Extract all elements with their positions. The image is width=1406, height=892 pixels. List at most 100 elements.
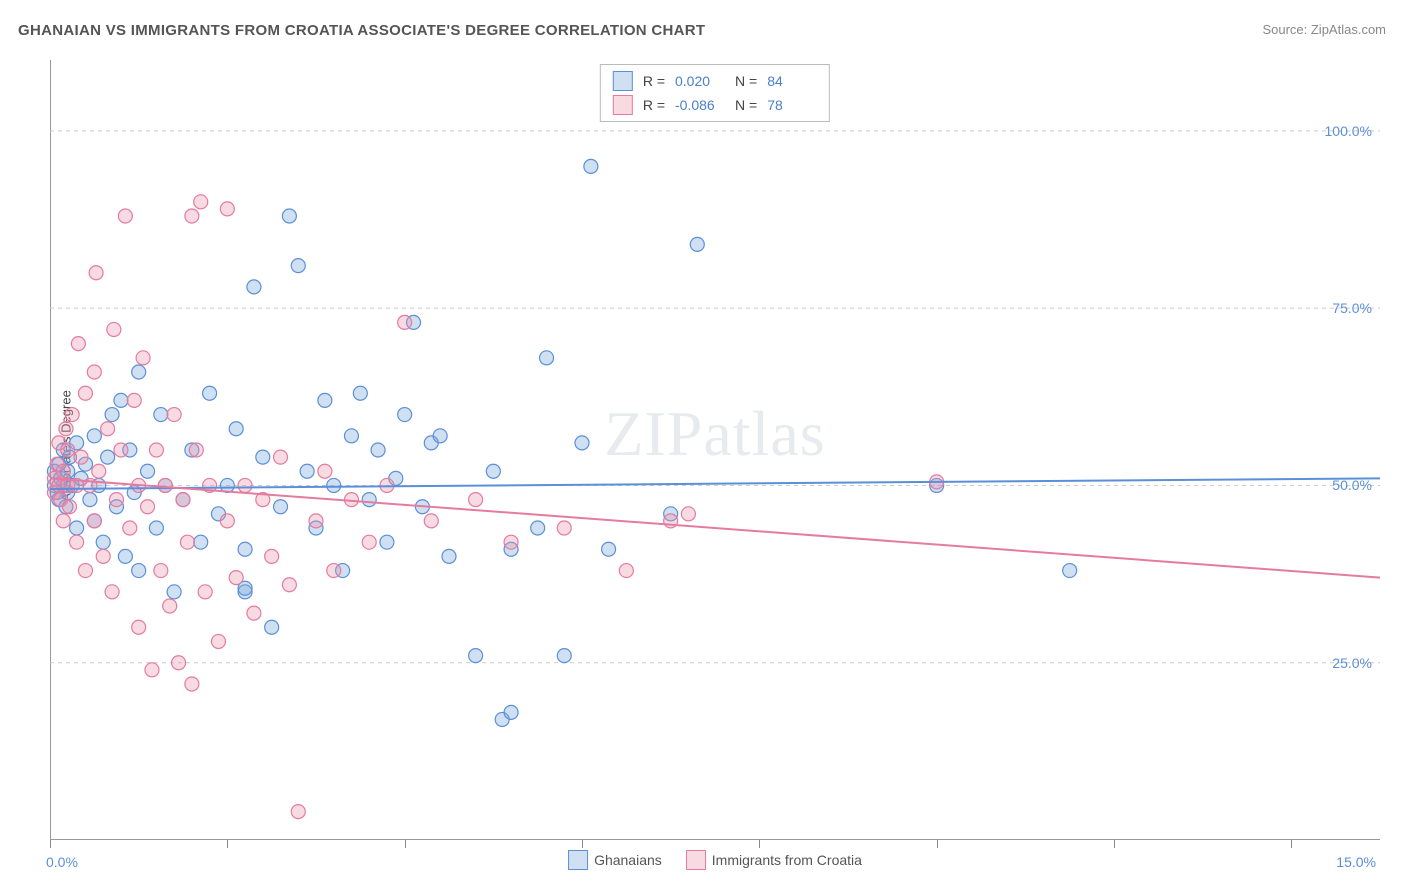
scatter-point xyxy=(132,564,146,578)
scatter-point xyxy=(238,542,252,556)
scatter-point xyxy=(145,663,159,677)
scatter-point xyxy=(154,408,168,422)
scatter-point xyxy=(167,585,181,599)
scatter-point xyxy=(185,209,199,223)
scatter-point xyxy=(265,549,279,563)
scatter-point xyxy=(96,535,110,549)
scatter-point xyxy=(531,521,545,535)
x-tick xyxy=(1114,840,1115,848)
trend-line xyxy=(50,478,1380,577)
legend-item: Ghanaians xyxy=(568,850,662,870)
scatter-point xyxy=(132,620,146,634)
scatter-point xyxy=(1063,564,1077,578)
scatter-point xyxy=(344,429,358,443)
scatter-point xyxy=(203,386,217,400)
scatter-point xyxy=(74,450,88,464)
scatter-point xyxy=(78,564,92,578)
scatter-point xyxy=(114,443,128,457)
scatter-point xyxy=(61,443,75,457)
x-axis-max-label: 15.0% xyxy=(1336,854,1376,870)
scatter-point xyxy=(167,408,181,422)
scatter-point xyxy=(189,443,203,457)
x-tick xyxy=(937,840,938,848)
scatter-point xyxy=(318,393,332,407)
x-tick xyxy=(582,840,583,848)
scatter-point xyxy=(540,351,554,365)
scatter-point xyxy=(78,386,92,400)
scatter-point xyxy=(291,805,305,819)
series-legend: Ghanaians Immigrants from Croatia xyxy=(568,850,862,870)
scatter-point xyxy=(282,578,296,592)
scatter-point xyxy=(327,478,341,492)
scatter-point xyxy=(65,408,79,422)
y-tick-label: 50.0% xyxy=(1332,477,1372,493)
scatter-point xyxy=(185,677,199,691)
scatter-point xyxy=(163,599,177,613)
scatter-point xyxy=(238,478,252,492)
scatter-point xyxy=(362,493,376,507)
scatter-svg xyxy=(50,60,1380,840)
scatter-point xyxy=(71,337,85,351)
scatter-point xyxy=(158,478,172,492)
scatter-point xyxy=(56,514,70,528)
source-attribution: Source: ZipAtlas.com xyxy=(1262,22,1386,37)
scatter-point xyxy=(584,159,598,173)
scatter-point xyxy=(149,443,163,457)
scatter-point xyxy=(380,535,394,549)
scatter-point xyxy=(127,393,141,407)
y-tick-label: 25.0% xyxy=(1332,655,1372,671)
scatter-point xyxy=(690,237,704,251)
x-tick xyxy=(50,840,51,848)
scatter-point xyxy=(132,365,146,379)
scatter-point xyxy=(141,500,155,514)
scatter-point xyxy=(353,386,367,400)
scatter-point xyxy=(118,209,132,223)
scatter-point xyxy=(220,202,234,216)
legend-swatch-pink xyxy=(686,850,706,870)
scatter-point xyxy=(318,464,332,478)
scatter-point xyxy=(362,535,376,549)
scatter-point xyxy=(118,549,132,563)
legend-label: Immigrants from Croatia xyxy=(712,852,862,868)
scatter-point xyxy=(557,521,571,535)
scatter-point xyxy=(70,535,84,549)
scatter-point xyxy=(619,564,633,578)
scatter-point xyxy=(504,535,518,549)
legend-swatch-blue xyxy=(568,850,588,870)
scatter-point xyxy=(96,549,110,563)
scatter-point xyxy=(265,620,279,634)
scatter-point xyxy=(486,464,500,478)
chart-title: GHANAIAN VS IMMIGRANTS FROM CROATIA ASSO… xyxy=(18,22,705,39)
scatter-point xyxy=(211,634,225,648)
scatter-point xyxy=(575,436,589,450)
scatter-point xyxy=(105,408,119,422)
scatter-point xyxy=(557,649,571,663)
scatter-point xyxy=(398,408,412,422)
x-tick xyxy=(227,840,228,848)
scatter-point xyxy=(110,493,124,507)
scatter-point xyxy=(136,351,150,365)
scatter-point xyxy=(300,464,314,478)
x-tick xyxy=(405,840,406,848)
scatter-point xyxy=(274,450,288,464)
scatter-point xyxy=(247,280,261,294)
scatter-point xyxy=(282,209,296,223)
scatter-point xyxy=(602,542,616,556)
scatter-point xyxy=(194,535,208,549)
scatter-point xyxy=(291,259,305,273)
scatter-point xyxy=(442,549,456,563)
scatter-point xyxy=(114,393,128,407)
scatter-point xyxy=(194,195,208,209)
scatter-point xyxy=(56,464,70,478)
scatter-point xyxy=(70,521,84,535)
scatter-point xyxy=(87,514,101,528)
scatter-point xyxy=(681,507,695,521)
scatter-point xyxy=(172,656,186,670)
scatter-point xyxy=(87,429,101,443)
scatter-point xyxy=(229,422,243,436)
scatter-point xyxy=(149,521,163,535)
scatter-point xyxy=(327,564,341,578)
scatter-point xyxy=(63,500,77,514)
scatter-point xyxy=(220,514,234,528)
scatter-point xyxy=(398,315,412,329)
